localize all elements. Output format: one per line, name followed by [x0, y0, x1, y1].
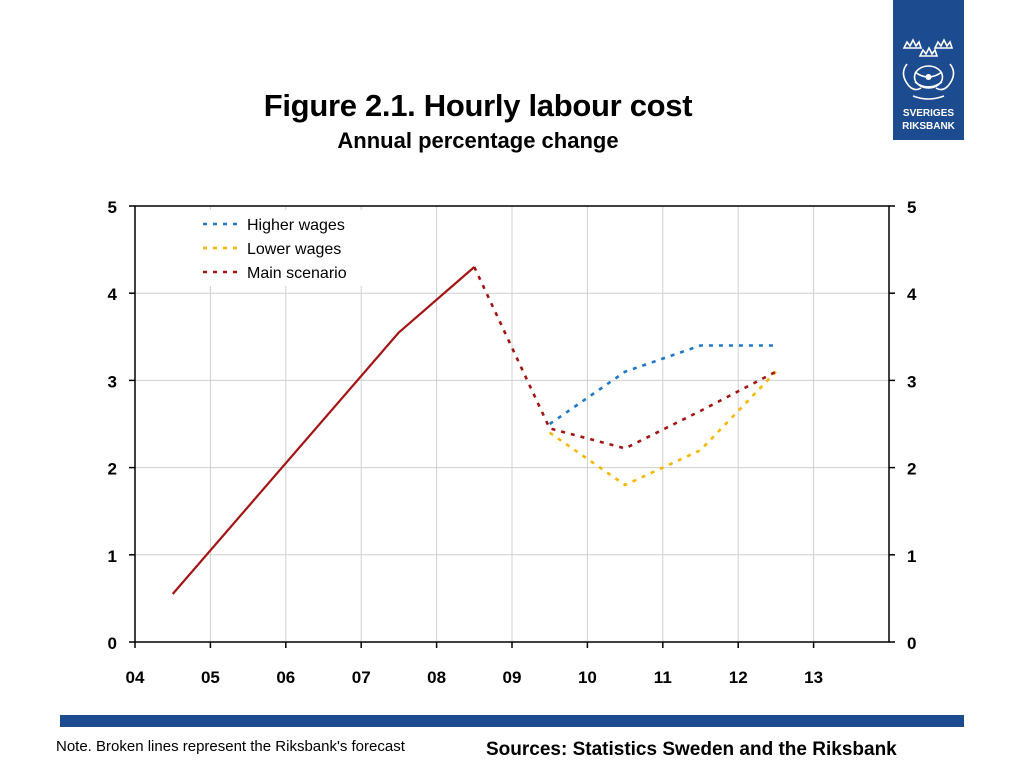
- y-tick-label-left: 5: [108, 198, 117, 217]
- chart-subtitle: Annual percentage change: [337, 128, 619, 153]
- x-tick-label: 06: [276, 668, 295, 687]
- x-tick-label: 07: [352, 668, 371, 687]
- x-tick-label: 13: [804, 668, 823, 687]
- riksbank-logo: SVERIGES RIKSBANK: [893, 0, 964, 140]
- series-line-lower-wages: [548, 370, 777, 487]
- legend-label-main-scenario: Main scenario: [247, 265, 347, 282]
- logo-line2: RIKSBANK: [902, 121, 956, 132]
- y-tick-label-right: 1: [907, 547, 916, 566]
- x-tick-label: 05: [201, 668, 220, 687]
- footnote: Note. Broken lines represent the Riksban…: [56, 738, 405, 755]
- x-tick-label: 09: [503, 668, 522, 687]
- y-tick-label-left: 4: [108, 285, 118, 304]
- y-tick-label-right: 0: [907, 634, 916, 653]
- logo-line1: SVERIGES: [903, 108, 954, 119]
- x-tick-label: 11: [654, 668, 672, 687]
- series-line-main-scenario: [473, 266, 777, 450]
- sources-text: Sources: Statistics Sweden and the Riksb…: [486, 739, 897, 760]
- x-tick-label: 12: [729, 668, 748, 687]
- y-tick-label-right: 2: [907, 460, 916, 479]
- legend-label-higher-wages: Higher wages: [247, 217, 345, 234]
- x-tick-label: 08: [427, 668, 446, 687]
- y-tick-label-left: 2: [108, 460, 117, 479]
- y-tick-label-left: 3: [108, 372, 117, 391]
- y-tick-label-left: 0: [108, 634, 117, 653]
- y-tick-label-left: 1: [108, 547, 117, 566]
- riksbank-emblem-icon: SVERIGES RIKSBANK: [902, 38, 956, 132]
- x-tick-label: 04: [126, 668, 145, 687]
- legend-label-lower-wages: Lower wages: [247, 241, 341, 258]
- series-line-higher-wages: [548, 344, 776, 426]
- footer-band: [60, 715, 964, 727]
- series-line-outcome: [171, 266, 476, 595]
- y-tick-label-right: 3: [907, 372, 916, 391]
- chart-title: Figure 2.1. Hourly labour cost: [263, 88, 693, 123]
- x-tick-label: 10: [578, 668, 597, 687]
- y-tick-label-right: 4: [907, 285, 917, 304]
- y-tick-label-right: 5: [907, 198, 916, 217]
